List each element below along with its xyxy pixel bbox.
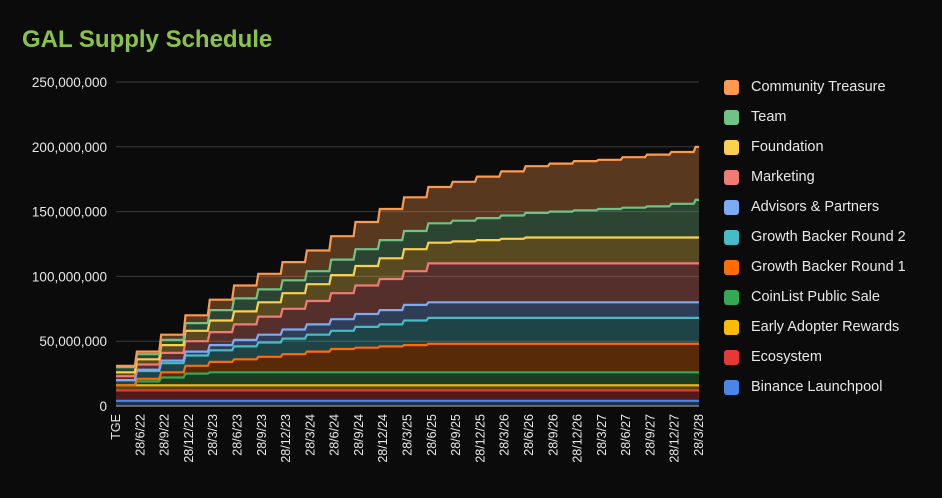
- series-line-community-treasure: [116, 145, 699, 367]
- x-tick-label: 28/3/24: [303, 414, 317, 456]
- x-tick-label: 28/3/27: [595, 414, 609, 456]
- legend-label: CoinList Public Sale: [751, 289, 880, 305]
- x-tick-label: 28/6/24: [328, 414, 342, 456]
- area-marketing: [116, 263, 699, 381]
- x-tick-label: 28/12/25: [473, 414, 487, 463]
- x-tick-label: 28/3/25: [401, 414, 415, 456]
- legend-label: Binance Launchpool: [751, 379, 883, 395]
- series-line-growth-backer-round-2: [116, 316, 699, 382]
- legend-item[interactable]: Community Treasure: [724, 72, 906, 102]
- x-tick-label: 28/12/22: [182, 414, 196, 463]
- legend-item[interactable]: CoinList Public Sale: [724, 282, 906, 312]
- legend-swatch: [724, 319, 739, 335]
- area-community-treasure: [116, 146, 699, 368]
- series-line-growth-backer-round-1: [116, 342, 699, 387]
- x-tick-label: 28/6/22: [133, 414, 147, 456]
- legend-swatch: [724, 169, 739, 185]
- x-tick-label: 28/6/27: [619, 414, 633, 456]
- legend-item[interactable]: Ecosystem: [724, 342, 906, 372]
- series-line-advisors-partners: [116, 301, 699, 382]
- y-tick-label: 50,000,000: [39, 334, 107, 349]
- x-tick-label: 28/6/23: [231, 414, 245, 456]
- x-tick-label: 28/3/28: [692, 414, 706, 456]
- y-tick-label: 150,000,000: [32, 205, 107, 220]
- area-early-adopter-rewards: [116, 385, 699, 391]
- area-binance-launchpool: [116, 400, 699, 406]
- y-tick-label: 0: [99, 399, 107, 414]
- legend-label: Ecosystem: [751, 349, 822, 365]
- x-tick-label: TGE: [109, 414, 123, 440]
- legend-item[interactable]: Growth Backer Round 1: [724, 252, 906, 282]
- legend-label: Community Treasure: [751, 79, 886, 95]
- legend-swatch: [724, 229, 739, 245]
- legend-item[interactable]: Foundation: [724, 132, 906, 162]
- legend-label: Early Adopter Rewards: [751, 319, 900, 335]
- legend-item[interactable]: Growth Backer Round 2: [724, 222, 906, 252]
- legend-item[interactable]: Team: [724, 102, 906, 132]
- x-tick-label: 28/12/24: [376, 414, 390, 463]
- x-tick-label: 28/12/27: [668, 414, 682, 463]
- legend-swatch: [724, 199, 739, 215]
- legend-label: Marketing: [751, 169, 815, 185]
- area-ecosystem: [116, 390, 699, 401]
- legend-swatch: [724, 289, 739, 305]
- chart-title: GAL Supply Schedule: [22, 26, 273, 53]
- x-tick-label: 28/9/25: [449, 414, 463, 456]
- legend-swatch: [724, 349, 739, 365]
- legend-label: Foundation: [751, 139, 824, 155]
- x-tick-label: 28/3/26: [498, 414, 512, 456]
- series-line-coinlist-public-sale: [116, 371, 699, 387]
- chart-legend: Community Treasure Team Foundation Marketin…: [724, 72, 906, 402]
- x-tick-label: 28/12/26: [571, 414, 585, 463]
- area-growth-backer-round-2: [116, 317, 699, 386]
- legend-swatch: [724, 109, 739, 125]
- x-tick-label: 28/9/22: [158, 414, 172, 456]
- series-line-marketing: [116, 262, 699, 378]
- legend-label: Growth Backer Round 1: [751, 259, 906, 275]
- y-tick-label: 250,000,000: [32, 75, 107, 90]
- legend-label: Team: [751, 109, 787, 125]
- area-growth-backer-round-1: [116, 343, 699, 386]
- x-tick-label: 28/6/26: [522, 414, 536, 456]
- legend-item[interactable]: Marketing: [724, 162, 906, 192]
- legend-item[interactable]: Binance Launchpool: [724, 372, 906, 402]
- legend-swatch: [724, 259, 739, 275]
- y-tick-label: 100,000,000: [32, 269, 107, 284]
- area-foundation: [116, 237, 699, 377]
- legend-item[interactable]: Early Adopter Rewards: [724, 312, 906, 342]
- legend-swatch: [724, 139, 739, 155]
- legend-swatch: [724, 79, 739, 95]
- series-line-foundation: [116, 236, 699, 374]
- legend-swatch: [724, 379, 739, 395]
- x-tick-label: 28/3/23: [206, 414, 220, 456]
- x-tick-label: 28/9/27: [643, 414, 657, 456]
- x-tick-label: 28/9/26: [546, 414, 560, 456]
- area-advisors-partners: [116, 302, 699, 381]
- legend-label: Advisors & Partners: [751, 199, 880, 215]
- area-coinlist-public-sale: [116, 372, 699, 386]
- x-tick-label: 28/12/23: [279, 414, 293, 463]
- x-tick-label: 28/9/23: [255, 414, 269, 456]
- legend-label: Growth Backer Round 2: [751, 229, 906, 245]
- area-team: [116, 199, 699, 373]
- x-tick-label: 28/6/25: [425, 414, 439, 456]
- x-tick-label: 28/9/24: [352, 414, 366, 456]
- legend-item[interactable]: Advisors & Partners: [724, 192, 906, 222]
- series-line-team: [116, 198, 699, 369]
- y-tick-label: 200,000,000: [32, 140, 107, 155]
